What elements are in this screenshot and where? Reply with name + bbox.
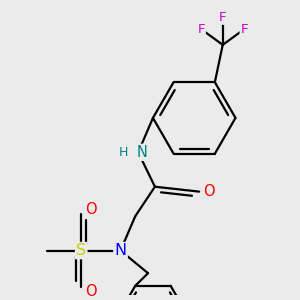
Text: S: S: [76, 243, 86, 258]
Text: O: O: [85, 202, 97, 217]
Text: F: F: [197, 22, 205, 36]
Text: H: H: [119, 146, 128, 159]
Text: F: F: [219, 11, 226, 24]
Text: N: N: [137, 145, 148, 160]
Text: F: F: [241, 22, 248, 36]
Text: N: N: [115, 243, 127, 258]
Text: O: O: [203, 184, 215, 199]
Text: O: O: [85, 284, 97, 299]
